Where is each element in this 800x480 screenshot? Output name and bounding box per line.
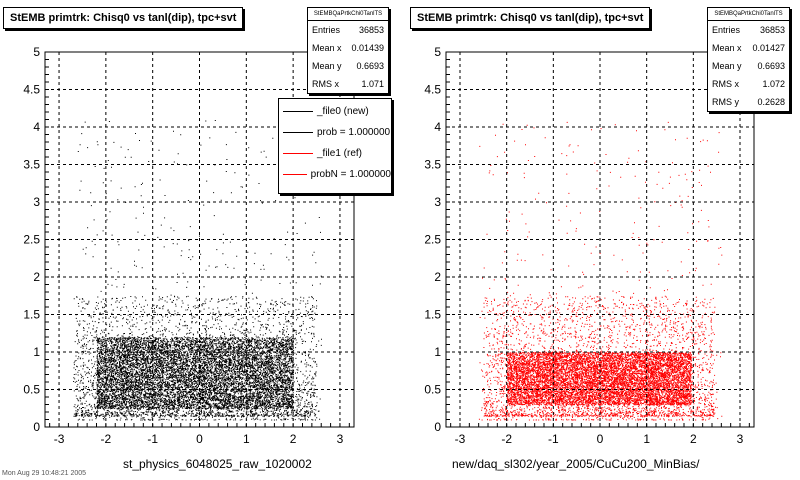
y-tick-label: 4 bbox=[33, 120, 40, 134]
x-tick-label: 3 bbox=[337, 432, 344, 446]
legend-entry: prob = 1.000000 bbox=[279, 122, 391, 143]
x-tick-label: -3 bbox=[54, 432, 65, 446]
scatter-points bbox=[478, 121, 723, 421]
y-tick-label: 1 bbox=[434, 345, 441, 359]
x-tick-label: -2 bbox=[101, 432, 112, 446]
x-tick-label: -2 bbox=[501, 432, 512, 446]
legend-entry: probN = 1.000000 bbox=[279, 164, 391, 185]
y-tick-label: 0.5 bbox=[424, 383, 441, 397]
y-tick-label: 3 bbox=[33, 195, 40, 209]
right-stats-header: StEMBQaPrtkChi0TanlTS bbox=[708, 8, 789, 21]
y-tick-label: 3 bbox=[434, 195, 441, 209]
x-tick-label: -3 bbox=[455, 432, 466, 446]
y-tick-label: 1.5 bbox=[23, 308, 40, 322]
x-tick-label: 2 bbox=[290, 432, 297, 446]
y-tick-label: 0 bbox=[434, 420, 441, 434]
left-x-axis-title: st_physics_6048025_raw_1020002 bbox=[123, 457, 312, 471]
x-tick-label: -1 bbox=[147, 432, 158, 446]
y-tick-label: 5 bbox=[434, 45, 441, 59]
x-tick-label: 0 bbox=[196, 432, 203, 446]
right-stats-row: Entries 36853 bbox=[712, 25, 785, 35]
left-stats-row: Mean y 0.6693 bbox=[312, 61, 384, 71]
y-tick-label: 4.5 bbox=[23, 83, 40, 97]
x-tick-label: 1 bbox=[643, 432, 650, 446]
left-legend: _file0 (new) prob = 1.000000 _file1 (ref… bbox=[278, 98, 392, 194]
x-tick-label: 0 bbox=[597, 432, 604, 446]
left-chart-title: StEMB primtrk: Chisq0 vs tanl(dip), tpc+… bbox=[3, 7, 244, 29]
right-stats-row: Mean y 0.6693 bbox=[712, 61, 785, 71]
right-stats-row: RMS x 1.072 bbox=[712, 79, 785, 89]
left-stats-box: StEMBQaPrtkChi0TanlTS Entries 36853 Mean … bbox=[307, 7, 389, 94]
right-chart-title: StEMB primtrk: Chisq0 vs tanl(dip), tpc+… bbox=[410, 7, 651, 29]
y-tick-label: 0 bbox=[33, 420, 40, 434]
plot-border bbox=[445, 51, 755, 428]
left-stats-row: Mean x 0.01439 bbox=[312, 43, 384, 53]
right-x-axis-title: new/daq_sl302/year_2005/CuCu200_MinBias/ bbox=[452, 457, 700, 471]
y-tick-label: 3.5 bbox=[23, 158, 40, 172]
y-tick-label: 3.5 bbox=[424, 158, 441, 172]
legend-entry: _file1 (ref) bbox=[279, 143, 391, 164]
scatter-points bbox=[73, 120, 322, 421]
right-stats-row: Mean x 0.01427 bbox=[712, 43, 785, 53]
y-tick-label: 2.5 bbox=[23, 233, 40, 247]
left-stats-row: Entries 36853 bbox=[312, 25, 384, 35]
y-tick-label: 1 bbox=[33, 345, 40, 359]
y-tick-label: 1.5 bbox=[424, 308, 441, 322]
legend-entry: _file0 (new) bbox=[279, 101, 391, 122]
scatter-point-cloud bbox=[73, 120, 322, 421]
y-tick-label: 2 bbox=[434, 270, 441, 284]
right-stats-box: StEMBQaPrtkChi0TanlTS Entries 36853 Mean … bbox=[707, 7, 790, 112]
x-tick-label: -1 bbox=[548, 432, 559, 446]
right-stats-row: RMS y 0.2628 bbox=[712, 97, 785, 107]
footer-timestamp: Mon Aug 29 10:48:21 2005 bbox=[2, 470, 87, 477]
y-tick-label: 0.5 bbox=[23, 383, 40, 397]
right-plot: -3 -2 -1 0 1 2 3 0 0.5 1 1.5 2 2.5 3 3.5 4 4.5 5 bbox=[424, 45, 755, 446]
y-tick-label: 2.5 bbox=[424, 233, 441, 247]
y-tick-label: 4 bbox=[434, 120, 441, 134]
y-tick-label: 2 bbox=[33, 270, 40, 284]
x-tick-label: 3 bbox=[737, 432, 744, 446]
x-tick-label: 2 bbox=[690, 432, 697, 446]
plot-border bbox=[44, 51, 355, 428]
left-stats-header: StEMBQaPrtkChi0TanlTS bbox=[308, 8, 388, 21]
y-tick-label: 4.5 bbox=[424, 83, 441, 97]
left-stats-row: RMS x 1.071 bbox=[312, 79, 384, 89]
y-tick-label: 5 bbox=[33, 45, 40, 59]
x-tick-label: 1 bbox=[243, 432, 250, 446]
scatter-point-cloud bbox=[478, 121, 723, 421]
